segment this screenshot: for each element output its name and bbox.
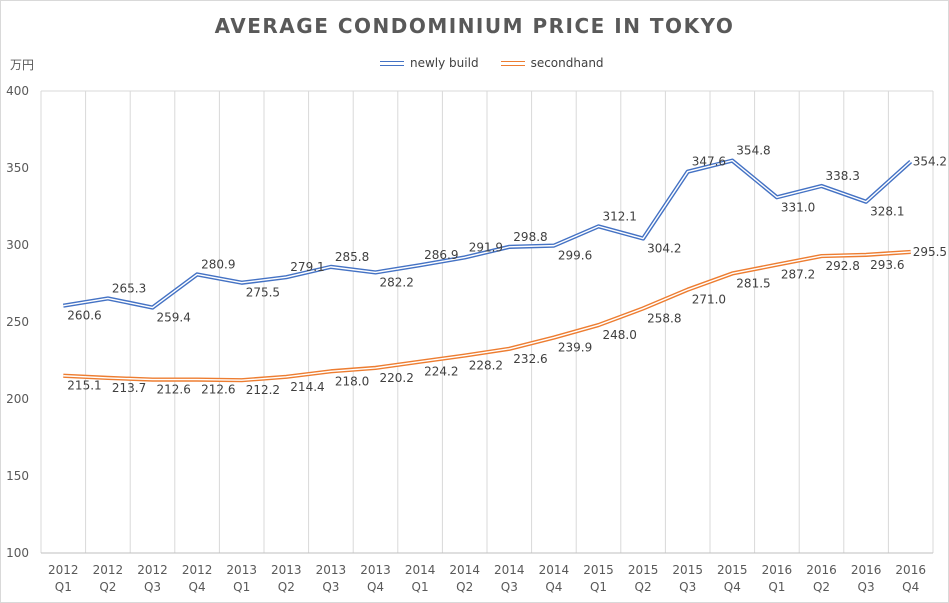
legend-label-newly-build: newly build — [410, 56, 479, 70]
legend-item-newly-build: newly build — [380, 56, 479, 70]
legend: newly build secondhand — [380, 56, 604, 70]
legend-label-secondhand: secondhand — [530, 56, 604, 70]
legend-item-secondhand: secondhand — [500, 56, 604, 70]
legend-swatch-newly-build — [380, 60, 404, 66]
y-axis-unit-label: 万円 — [10, 58, 35, 72]
chart-title: AVERAGE CONDOMINIUM PRICE IN TOKYO — [214, 14, 735, 38]
legend-swatch-secondhand — [500, 60, 525, 66]
